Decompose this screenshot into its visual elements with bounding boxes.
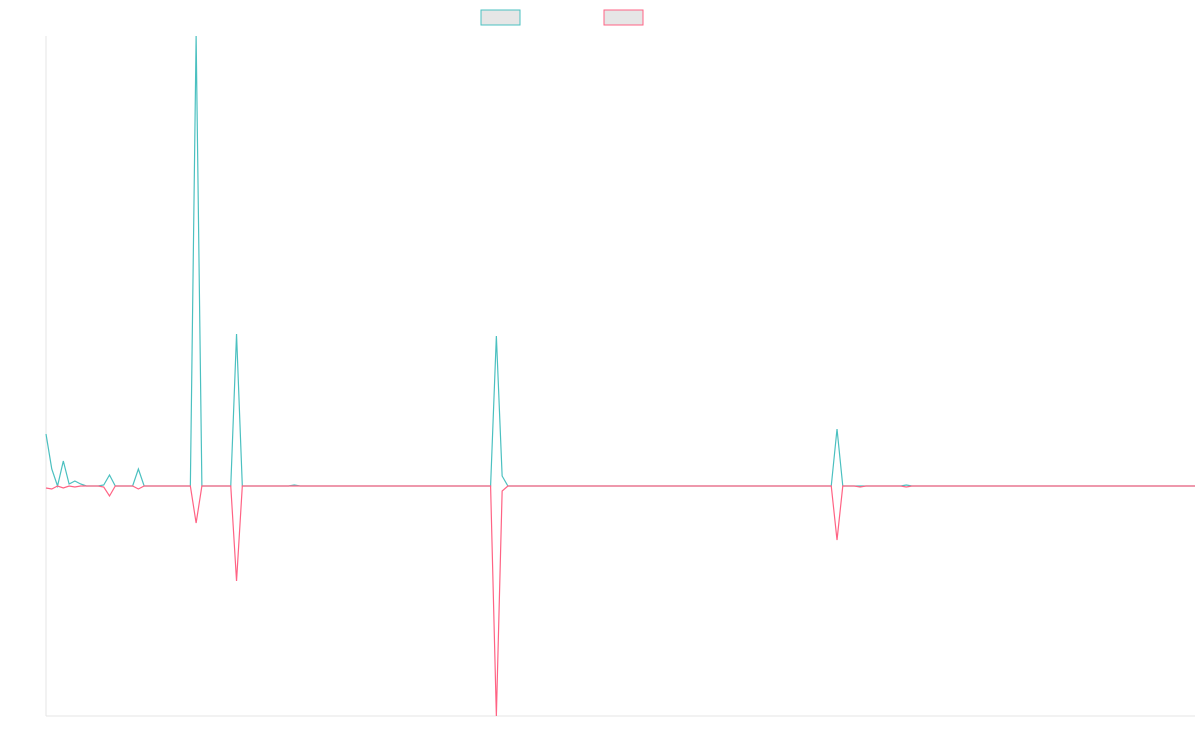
legend-swatch [480, 9, 521, 26]
line-series [45, 485, 1195, 717]
legend-swatch [603, 9, 644, 26]
line-series [45, 35, 1195, 489]
